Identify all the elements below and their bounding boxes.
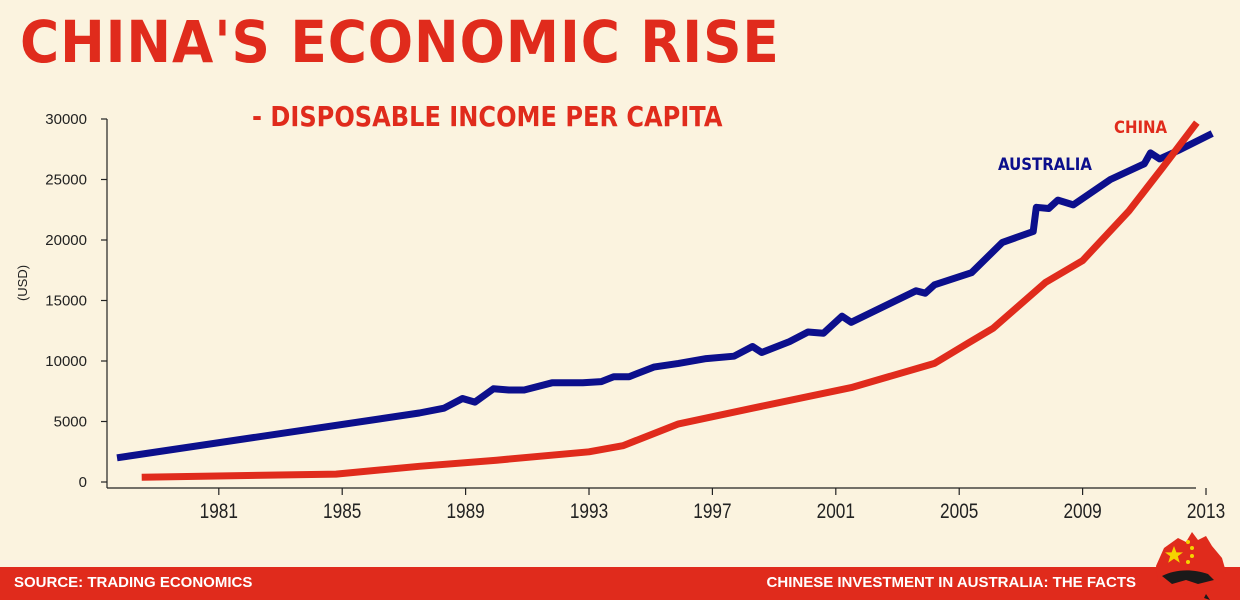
australia-map-with-china-stars-icon — [1156, 532, 1226, 600]
series-labels: AUSTRALIA CHINA — [998, 117, 1168, 174]
y-tick-label: 15000 — [45, 293, 87, 310]
y-axis: 0 5000 10000 15000 20000 25000 30000 — [45, 111, 108, 491]
series-line-australia — [116, 130, 1214, 462]
brand-text: CHINESE INVESTMENT IN AUSTRALIA: THE FAC… — [766, 574, 1136, 591]
x-tick-label: 1981 — [200, 501, 238, 524]
y-tick-label: 25000 — [45, 172, 87, 189]
x-tick-label: 2001 — [817, 501, 855, 524]
y-axis-label: (USD) — [15, 265, 30, 301]
y-tick-label: 30000 — [45, 111, 87, 128]
series-lines — [116, 120, 1214, 481]
y-tick-label: 10000 — [45, 353, 87, 370]
x-tick-label: 2009 — [1063, 501, 1101, 524]
x-tick-label: 1993 — [570, 501, 608, 524]
x-axis: 1981 1985 1989 1993 1997 2001 2005 2009 2013 — [107, 487, 1225, 524]
series-label-china: CHINA — [1114, 117, 1168, 137]
chart-subtitle: - DISPOSABLE INCOME PER CAPITA — [252, 100, 723, 133]
x-tick-label: 1985 — [323, 501, 361, 524]
series-line-china — [141, 120, 1200, 481]
y-tick-label: 0 — [79, 474, 87, 491]
x-tick-label: 2013 — [1187, 501, 1225, 524]
page-title: CHINA'S ECONOMIC RISE — [20, 8, 780, 76]
footer-bar: SOURCE: TRADING ECONOMICS CHINESE INVEST… — [0, 567, 1240, 600]
x-tick-label: 1989 — [446, 501, 484, 524]
y-tick-label: 5000 — [54, 414, 87, 431]
y-tick-label: 20000 — [45, 232, 87, 249]
series-label-australia: AUSTRALIA — [998, 154, 1093, 174]
x-tick-label: 1997 — [693, 501, 731, 524]
x-tick-label: 2005 — [940, 501, 978, 524]
source-text: SOURCE: TRADING ECONOMICS — [14, 574, 253, 591]
